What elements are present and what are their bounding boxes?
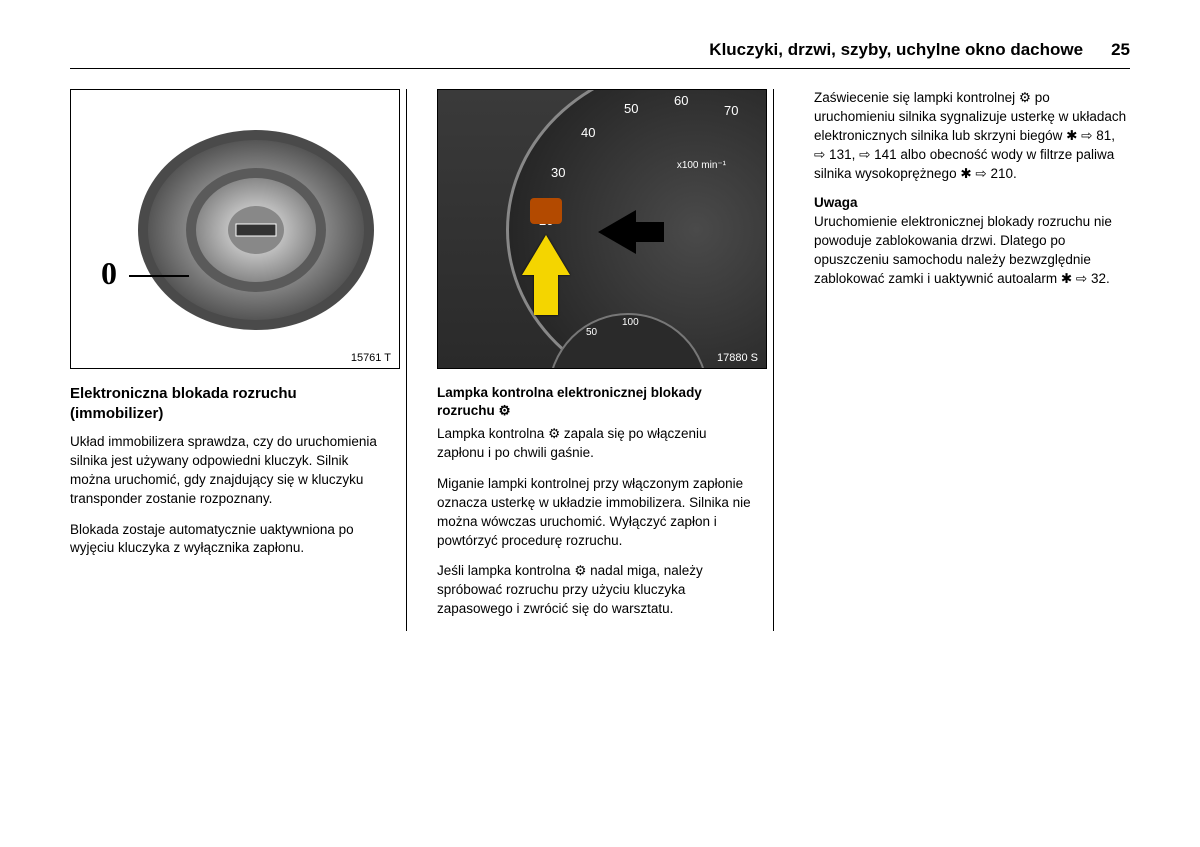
highlight-arrow-icon [522,235,570,275]
figure-1-caption: 15761 T [351,352,391,364]
figure-dashboard: 10 20 30 40 50 60 70 x100 min⁻¹ C 50 100 [437,89,767,369]
page-number: 25 [1111,40,1130,60]
content-columns: 0 15761 T Elektroniczna blokada rozruchu… [70,89,1130,631]
page-header: Kluczyki, drzwi, szyby, uchylne okno dac… [70,40,1130,69]
para-lamp-ignition: Lampka kontrolna ⚙ zapala się po włączen… [437,425,753,463]
column-3: Zaświecenie się lampki kontrolnej ⚙ po u… [804,89,1130,631]
gauge-tick: 60 [674,93,688,108]
para-immobilizer-auto: Blokada zostaje automatycznie uaktywnion… [70,521,386,559]
para-fault-refs: Zaświecenie się lampki kontrolnej ⚙ po u… [814,89,1130,183]
column-1: 0 15761 T Elektroniczna blokada rozruchu… [70,89,407,631]
para-immobilizer-desc: Układ immobilizera sprawdza, czy do uruc… [70,433,386,509]
leader-line [129,275,189,277]
manual-page: Kluczyki, drzwi, szyby, uchylne okno dac… [0,0,1200,671]
temp-tick: 50 [586,327,597,338]
gauge-tick: 50 [624,101,638,116]
subheading-control-lamp: Lampka kontrolna elektronicznej blokady … [437,384,753,419]
turn-signal-icon [598,210,636,254]
figure-key-lock: 0 15761 T [70,89,400,369]
temp-tick: 100 [622,317,639,328]
gauge-tick: 30 [551,165,565,180]
para-lamp-blink: Miganie lampki kontrolnej przy włączonym… [437,475,753,551]
section-heading-immobilizer: Elektroniczna blokada rozruchu (immobili… [70,384,386,423]
column-2: 10 20 30 40 50 60 70 x100 min⁻¹ C 50 100 [437,89,774,631]
immobilizer-warning-icon [530,198,562,224]
para-note-lock: Uruchomienie elektronicznej blokady rozr… [814,213,1130,289]
para-lamp-retry: Jeśli lampka kontrolna ⚙ nadal miga, nal… [437,562,753,619]
gauge-tick: 40 [581,125,595,140]
chapter-title: Kluczyki, drzwi, szyby, uchylne okno dac… [709,40,1083,60]
gauge-tick: 70 [724,103,738,118]
rpm-unit-label: x100 min⁻¹ [677,160,726,171]
key-position-label: 0 [101,255,117,292]
figure-2-caption: 17880 S [717,352,758,364]
note-heading: Uwaga [814,195,1130,210]
key-lock-illustration [131,120,381,340]
